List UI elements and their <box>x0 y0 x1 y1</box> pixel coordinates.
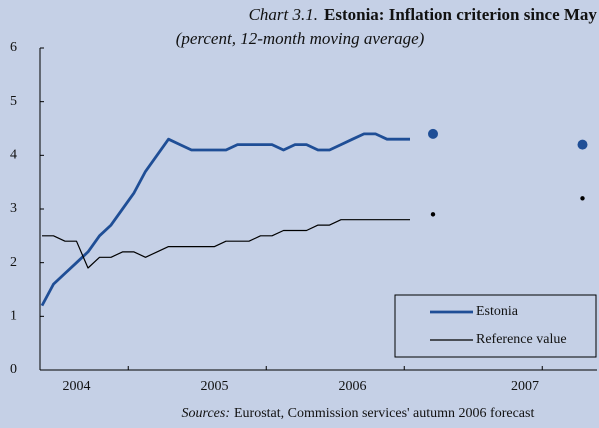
chart-title: Estonia: Inflation criterion since May 2… <box>324 5 599 24</box>
series-line <box>42 219 410 269</box>
forecast-point <box>428 128 438 139</box>
y-tick-label: 1 <box>10 309 17 324</box>
x-tick-label: 2006 <box>339 379 367 394</box>
y-tick-label: 5 <box>10 94 17 109</box>
x-tick-label: 2007 <box>511 379 539 394</box>
chart-label: Chart 3.1. <box>249 5 318 24</box>
x-tick-label: 2005 <box>201 379 229 394</box>
series-line <box>40 132 410 307</box>
legend-label: Estonia <box>476 304 519 319</box>
y-tick-label: 2 <box>10 255 17 270</box>
source-label: Sources: <box>182 406 230 421</box>
forecast-point <box>580 196 585 201</box>
source: Eurostat, Commission services' autumn 20… <box>234 406 534 421</box>
x-tick-label: 2004 <box>63 379 91 394</box>
y-tick-label: 3 <box>10 201 17 216</box>
legend-label: Reference value <box>476 332 567 347</box>
chart-subtitle: (percent, 12-month moving average) <box>176 29 425 48</box>
forecast-point <box>577 139 588 150</box>
y-tick-label: 6 <box>10 40 17 55</box>
forecast-point <box>430 212 436 217</box>
y-tick-label: 0 <box>10 362 17 377</box>
legend-box <box>394 294 597 358</box>
y-tick-label: 4 <box>10 148 17 163</box>
